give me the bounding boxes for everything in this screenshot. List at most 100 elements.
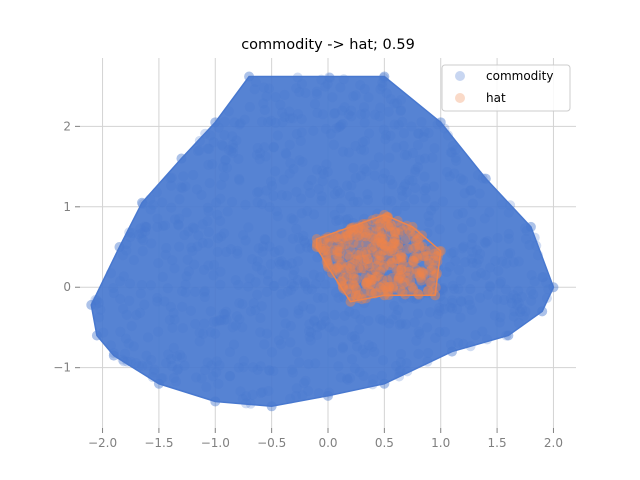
data-point-commodity xyxy=(300,280,311,291)
data-point-commodity xyxy=(346,331,357,342)
data-point-commodity xyxy=(346,180,357,191)
data-point-hat xyxy=(378,239,389,250)
data-point-commodity xyxy=(391,309,402,320)
data-point-commodity xyxy=(317,247,328,258)
data-point-hat xyxy=(372,248,383,259)
data-point-hat xyxy=(329,231,340,242)
data-point-commodity xyxy=(194,145,205,156)
data-point-hat xyxy=(386,257,397,268)
data-point-commodity xyxy=(245,398,256,409)
data-point-hat xyxy=(335,260,346,271)
data-point-commodity xyxy=(355,80,366,91)
data-point-commodity xyxy=(335,82,346,93)
data-point-commodity xyxy=(294,243,305,254)
data-point-commodity xyxy=(176,182,187,193)
data-point-commodity xyxy=(499,294,510,305)
data-point-commodity xyxy=(334,214,345,225)
data-point-commodity xyxy=(295,136,306,147)
data-point-commodity xyxy=(300,375,311,386)
data-point-commodity xyxy=(359,264,370,275)
data-point-commodity xyxy=(215,266,226,277)
data-point-commodity xyxy=(503,228,514,239)
data-point-commodity xyxy=(218,162,229,173)
data-point-commodity xyxy=(292,256,303,267)
data-point-hat xyxy=(347,259,358,270)
data-point-commodity xyxy=(398,255,409,266)
data-point-commodity xyxy=(166,202,177,213)
data-point-hat xyxy=(393,265,404,276)
data-point-commodity xyxy=(291,347,302,358)
data-point-commodity xyxy=(434,302,445,313)
data-point-commodity xyxy=(261,91,272,102)
data-point-commodity xyxy=(173,219,184,230)
data-point-hat xyxy=(364,261,375,272)
data-point-hat xyxy=(365,278,376,289)
data-point-commodity xyxy=(367,379,378,390)
data-point-commodity xyxy=(329,189,340,200)
data-point-commodity xyxy=(407,147,418,158)
data-point-commodity xyxy=(293,232,304,243)
data-point-commodity xyxy=(263,385,274,396)
data-point-commodity xyxy=(319,311,330,322)
data-point-commodity xyxy=(279,329,290,340)
data-point-commodity xyxy=(375,271,386,282)
data-point-commodity xyxy=(159,296,170,307)
data-point-commodity xyxy=(353,262,364,273)
data-point-commodity xyxy=(347,354,358,365)
data-point-commodity xyxy=(509,306,520,317)
data-point-commodity xyxy=(313,184,324,195)
data-point-hat xyxy=(359,255,370,266)
data-point-commodity xyxy=(262,117,273,128)
data-point-hat xyxy=(378,245,389,256)
data-point-commodity xyxy=(166,180,177,191)
data-point-hat xyxy=(376,237,387,248)
data-point-commodity xyxy=(377,81,388,92)
data-point-commodity xyxy=(352,251,363,262)
data-point-commodity xyxy=(133,229,144,240)
data-point-hat xyxy=(351,274,362,285)
data-point-hat xyxy=(371,226,382,237)
data-point-commodity xyxy=(304,319,315,330)
data-point-commodity xyxy=(247,254,258,265)
y-tick-label: 2 xyxy=(63,119,71,133)
data-point-commodity xyxy=(288,214,299,225)
data-point-commodity xyxy=(179,360,190,371)
data-point-commodity xyxy=(450,145,461,156)
data-point-hat xyxy=(395,252,406,263)
data-point-commodity xyxy=(237,322,248,333)
data-point-commodity xyxy=(338,325,349,336)
data-point-commodity xyxy=(278,307,289,318)
data-point-commodity xyxy=(286,213,297,224)
data-point-commodity xyxy=(396,185,407,196)
data-point-commodity xyxy=(356,144,367,155)
data-point-commodity xyxy=(161,358,172,369)
data-point-commodity xyxy=(415,289,426,300)
data-point-commodity xyxy=(187,245,198,256)
data-point-commodity xyxy=(372,243,383,254)
data-point-commodity xyxy=(299,276,310,287)
data-point-hat xyxy=(330,263,341,274)
data-point-hat xyxy=(362,254,373,265)
data-point-commodity xyxy=(115,293,126,304)
data-point-commodity xyxy=(376,370,387,381)
data-point-commodity xyxy=(137,246,148,257)
data-point-commodity xyxy=(348,267,359,278)
data-point-commodity xyxy=(413,326,424,337)
data-point-commodity xyxy=(348,196,359,207)
data-point-commodity xyxy=(128,255,139,266)
data-point-commodity xyxy=(397,242,408,253)
data-point-hat xyxy=(423,258,434,269)
data-point-commodity xyxy=(391,360,402,371)
data-point-commodity xyxy=(252,187,263,198)
data-point-commodity xyxy=(256,301,267,312)
data-point-commodity xyxy=(466,239,477,250)
data-point-commodity xyxy=(221,314,232,325)
data-point-commodity xyxy=(482,236,493,247)
data-point-commodity xyxy=(227,139,238,150)
data-point-hat xyxy=(370,271,381,282)
legend-marker-commodity xyxy=(455,71,465,81)
data-point-commodity xyxy=(369,170,380,181)
data-point-commodity xyxy=(296,127,307,138)
data-point-commodity xyxy=(252,143,263,154)
data-point-commodity xyxy=(480,238,491,249)
